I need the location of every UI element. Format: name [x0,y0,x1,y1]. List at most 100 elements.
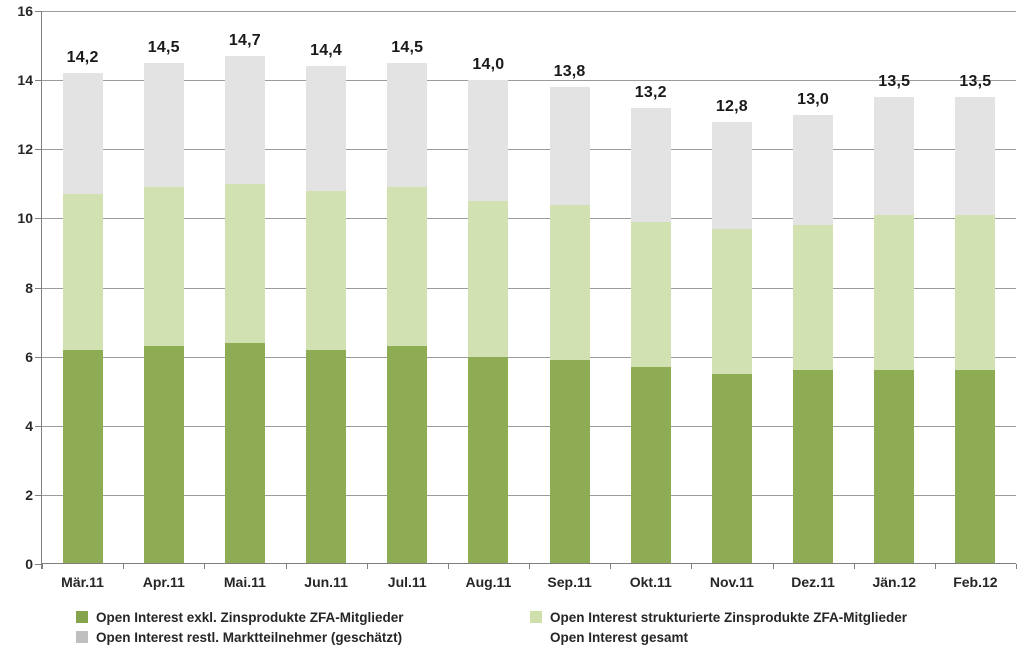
x-axis-category-label: Nov.11 [709,574,754,590]
bar-total-label: 12,8 [715,97,748,115]
bar-segment-series2-Apr.11 [143,187,184,347]
bar-segment-series2-Sep.11 [549,204,590,361]
y-axis-tick-mark [35,287,41,289]
bar-total-label: 13,0 [797,90,830,108]
legend-swatch-icon [76,611,88,623]
gridline-y-12 [42,149,1016,151]
y-axis-tick-mark [35,80,41,82]
bar-segment-series3-Mai.11 [224,55,265,184]
bar-segment-series3-Feb.12 [955,97,996,215]
x-axis-tick-mark [772,564,774,569]
y-axis-tick-label: 2 [25,486,33,503]
bar-segment-series3-Dez.11 [793,114,834,226]
bar-total-label: 13,8 [553,63,586,81]
bar-segment-series3-Mär.11 [62,73,103,195]
y-axis-tick-label: 12 [17,141,33,158]
bar-segment-series1-Feb.12 [955,370,996,564]
legend-column-1: Open Interest exkl. Zinsprodukte ZFA-Mit… [76,607,404,647]
legend-label: Open Interest exkl. Zinsprodukte ZFA-Mit… [96,609,404,625]
legend-item: Open Interest gesamt [530,627,907,647]
x-axis-tick-mark [123,564,125,569]
y-axis-tick-label: 0 [25,556,33,572]
bar-total-label: 14,2 [66,49,99,67]
bar-segment-series1-Mai.11 [224,342,265,564]
bar-segment-series2-Jul.11 [387,187,428,347]
x-axis-tick-mark [853,564,855,569]
bar-total-label: 14,5 [391,38,424,56]
x-axis-tick-mark [447,564,449,569]
bar-segment-series3-Sep.11 [549,87,590,205]
bar-segment-series3-Aug.11 [468,80,509,202]
bar-segment-series1-Jän.12 [874,370,915,564]
y-axis-tick-mark [35,356,41,358]
gridline-y-14 [42,80,1016,82]
y-axis-tick-mark [35,11,41,12]
x-axis-category-label: Mai.11 [223,574,266,590]
x-axis-category-label: Jul.11 [387,574,427,590]
bar-total-label: 14,7 [228,31,261,49]
bar-total-label: 14,4 [310,42,343,60]
x-axis-tick-mark [285,564,287,569]
y-axis-tick-mark [35,494,41,496]
gridline-y-2 [42,494,1016,496]
bar-segment-series2-Feb.12 [955,214,996,371]
bar-segment-series1-Dez.11 [793,370,834,564]
bar-segment-series2-Okt.11 [630,221,671,367]
legend-label: Open Interest strukturierte Zinsprodukte… [550,609,908,625]
y-axis-tick-label: 4 [25,417,33,434]
x-axis-tick-mark [934,564,936,569]
x-axis-tick-mark [610,564,612,569]
x-axis-category-label: Mär.11 [61,574,104,590]
bar-total-label: 13,2 [634,83,667,101]
legend-label: Open Interest restl. Marktteilnehmer (ge… [96,629,403,645]
x-axis-tick-mark [691,564,693,569]
bar-segment-series1-Jul.11 [387,346,428,564]
bar-segment-series2-Mai.11 [224,183,265,343]
y-axis-tick-label: 10 [17,210,33,227]
bar-segment-series1-Aug.11 [468,356,509,564]
bar-segment-series2-Mär.11 [62,194,103,350]
x-axis-category-label: Dez.11 [791,574,835,590]
x-axis-category-label: Sep.11 [547,574,592,590]
x-axis-category-label: Okt.11 [629,574,672,590]
gridline-y-4 [42,425,1016,427]
bar-segment-series1-Jun.11 [306,349,347,564]
bar-segment-series1-Sep.11 [549,360,590,564]
legend-swatch-icon [76,631,88,643]
x-axis-tick-mark [1016,564,1017,569]
legend-item: Open Interest restl. Marktteilnehmer (ge… [76,627,404,647]
bar-segment-series1-Mär.11 [62,349,103,564]
x-axis-tick-mark [529,564,530,569]
plot-area: 14,2 14,5 14,7 14,4 14,5 14,0 13,8 13,2 12,8 13,0… [42,11,1016,564]
legend-swatch-icon [530,611,542,623]
y-axis-tick-label: 6 [25,348,33,365]
bar-segment-series3-Jän.12 [874,97,915,215]
gridline-y-8 [42,287,1016,289]
bar-segment-series2-Nov.11 [711,228,752,374]
legend-label: Open Interest gesamt [550,629,689,645]
bar-segment-series3-Okt.11 [630,107,671,222]
bar-segment-series3-Nov.11 [711,121,752,229]
bar-segment-series1-Apr.11 [143,346,184,564]
bar-segment-series3-Jun.11 [306,66,347,191]
bar-segment-series1-Nov.11 [711,373,752,564]
x-axis-category-label: Jän.12 [872,574,917,590]
bar-total-label: 13,5 [878,73,911,91]
gridline-y-10 [42,218,1016,220]
x-axis-line [42,563,1016,564]
y-axis-tick-label: 8 [25,279,33,296]
y-axis-tick-mark [35,218,41,220]
x-axis-category-label: Apr.11 [142,574,185,590]
y-axis-tick-mark [35,425,41,427]
bar-total-label: 13,5 [959,73,992,91]
y-axis-tick-label: 14 [17,72,33,89]
y-axis-line [41,11,42,569]
y-axis-tick-mark [35,564,41,565]
legend-item: Open Interest exkl. Zinsprodukte ZFA-Mit… [76,607,404,627]
bar-segment-series1-Okt.11 [630,367,671,564]
x-axis-tick-mark [42,564,43,569]
y-axis-tick-label: 16 [17,3,33,19]
legend-column-2: Open Interest strukturierte Zinsprodukte… [530,607,907,647]
bar-segment-series2-Jän.12 [874,214,915,371]
